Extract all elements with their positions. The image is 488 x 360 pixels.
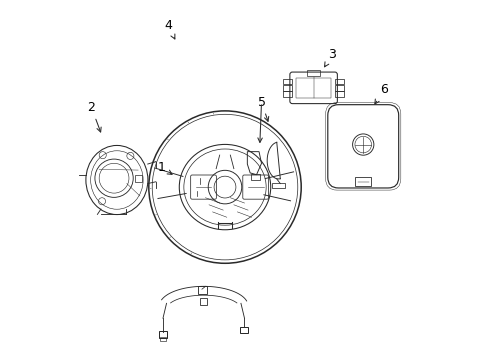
Bar [283,78,292,84]
Bar [200,298,207,305]
Bar [159,330,166,338]
Bar [306,70,319,76]
Text: 1: 1 [157,161,172,174]
Bar [272,183,285,188]
Bar [240,327,247,333]
Bar [334,78,343,84]
Bar [283,85,292,91]
Bar [334,85,343,91]
Bar [250,174,260,180]
Text: 4: 4 [164,19,175,39]
Bar [198,286,207,294]
Bar [355,177,370,186]
Bar [295,78,331,98]
Bar [160,337,165,341]
Text: 3: 3 [324,48,336,67]
Bar [334,91,343,97]
Bar [283,91,292,97]
Text: 2: 2 [87,101,101,132]
Bar [134,175,142,182]
Text: 6: 6 [374,83,387,104]
Text: 5: 5 [257,95,268,121]
